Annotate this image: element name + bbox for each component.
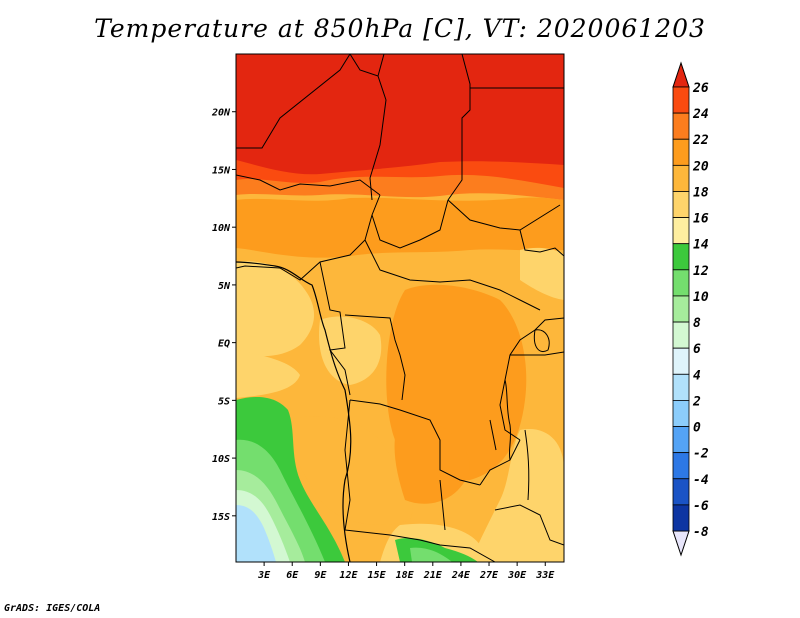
colorbar-segment	[672, 504, 690, 532]
colorbar-label: 8	[693, 316, 701, 331]
colorbar-segment	[672, 191, 690, 218]
lon-tick-label: 33E	[535, 570, 555, 581]
lon-tick-label: 3E	[257, 570, 271, 581]
colorbar-segment	[672, 400, 690, 427]
colorbar-label: 2	[692, 394, 701, 409]
lon-tick-label: 6E	[286, 570, 299, 581]
colorbar-segment	[672, 426, 690, 454]
colorbar-label: 0	[693, 421, 701, 436]
colorbar-label: 24	[692, 107, 709, 122]
lat-tick-label: 10S	[212, 454, 230, 465]
colorbar-label: 18	[693, 185, 709, 200]
colorbar-label: 22	[692, 133, 709, 148]
footer-credit: GrADS: IGES/COLA	[4, 603, 101, 614]
colorbar-label: 12	[693, 264, 709, 279]
colorbar-segment	[672, 373, 690, 401]
colorbar-label: 20	[692, 159, 709, 174]
colorbar-top-arrow	[672, 61, 690, 88]
colorbar-label: -6	[693, 499, 709, 514]
colorbar-label: 10	[693, 290, 709, 305]
lon-tick-label: 12E	[339, 570, 358, 581]
lat-tick-label: 15N	[212, 165, 231, 176]
map-frame	[235, 53, 565, 563]
colorbar-segment	[672, 321, 690, 349]
lat-tick-label: 15S	[212, 512, 230, 523]
lat-tick-label: 20N	[211, 108, 231, 119]
country-borders	[236, 54, 564, 562]
colorbar-segment	[672, 295, 690, 323]
colorbar-segment	[672, 478, 690, 506]
colorbar-label: 14	[693, 238, 709, 253]
colorbar-label: 16	[693, 212, 709, 227]
lakes	[489, 329, 550, 501]
lon-tick-label: 15E	[368, 570, 387, 581]
latitude-axis: 20N 15N 10N 5N EQ 5S 10S 15S	[211, 108, 236, 523]
lat-tick-label: 5S	[218, 396, 230, 407]
lon-tick-label: 21E	[423, 570, 443, 581]
colorbar-segment	[672, 347, 690, 375]
lat-tick-label: EQ	[218, 339, 230, 350]
colorbar-segment	[672, 243, 690, 271]
colorbar-segment	[672, 452, 690, 480]
lon-tick-label: 30E	[507, 570, 527, 581]
lon-tick-label: 9E	[314, 570, 327, 581]
colorbar-label: -8	[693, 525, 709, 540]
colorbar-label: -4	[693, 473, 709, 488]
colorbar-label: 4	[693, 368, 701, 383]
colorbar-segment	[672, 138, 690, 166]
lat-tick-label: 10N	[212, 223, 231, 234]
temperature-field	[236, 54, 564, 562]
colorbar-bottom-arrow	[672, 530, 690, 557]
lon-tick-label: 18E	[396, 570, 415, 581]
lat-tick-label: 5N	[218, 281, 231, 292]
colorbar-segment	[672, 112, 690, 140]
colorbar-label: 6	[693, 342, 701, 357]
colorbar-segment	[672, 164, 690, 192]
colorbar-segment	[672, 217, 690, 245]
colorbar-segment	[672, 269, 690, 297]
lon-tick-label: 27E	[479, 570, 499, 581]
lon-tick-label: 24E	[451, 570, 471, 581]
colorbar-label: 26	[692, 81, 709, 96]
colorbar-label: -2	[693, 447, 709, 462]
colorbar-segment	[672, 86, 690, 114]
chart-title: Temperature at 850hPa [C], VT: 202006120…	[94, 14, 706, 43]
longitude-axis: 3E 6E 9E 12E 15E 18E 21E 24E 27E 30E 33E	[257, 562, 555, 581]
coastline	[236, 261, 352, 562]
